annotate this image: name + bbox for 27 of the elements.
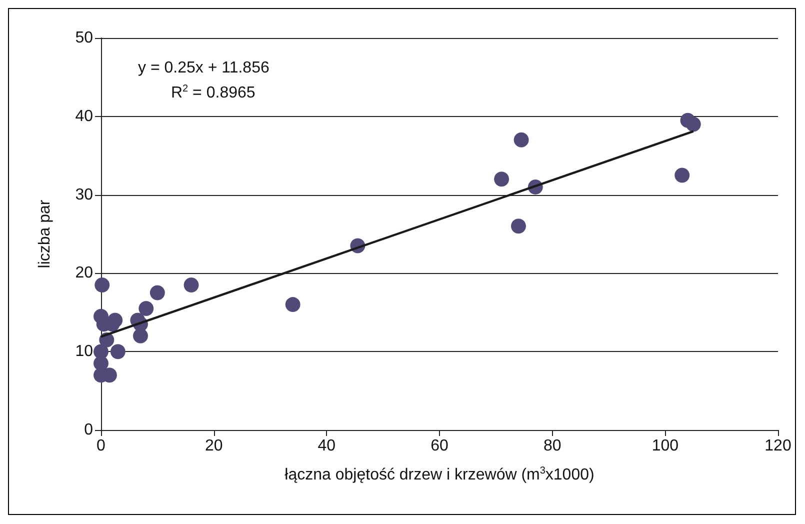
x-tick-label: 100 bbox=[652, 438, 679, 454]
point bbox=[686, 116, 701, 132]
y-axis-title: liczba par bbox=[36, 199, 54, 268]
y-tick-label: 30 bbox=[75, 186, 94, 204]
y-tick-label: 0 bbox=[84, 422, 94, 438]
x-tick-label: 40 bbox=[318, 438, 336, 454]
x-tick-label: 80 bbox=[543, 438, 562, 454]
annotation: y = 0.25x + 11.856 bbox=[138, 60, 270, 76]
x-tick-label: 0 bbox=[96, 438, 106, 454]
y-tick-label: 20 bbox=[75, 264, 94, 282]
point bbox=[138, 300, 154, 316]
point bbox=[674, 168, 690, 183]
y-tick-label: 40 bbox=[75, 108, 94, 125]
x-tick-label: 120 bbox=[764, 438, 792, 454]
point bbox=[110, 344, 126, 360]
point bbox=[184, 277, 199, 292]
y-tick-label: 10 bbox=[75, 343, 94, 360]
x-tick-label: 20 bbox=[204, 438, 223, 454]
point bbox=[494, 172, 510, 187]
y-tick-label: 50 bbox=[75, 30, 94, 46]
point bbox=[150, 285, 165, 300]
point bbox=[285, 297, 300, 312]
point bbox=[94, 277, 110, 292]
x-tick-label: 60 bbox=[430, 438, 448, 454]
point bbox=[514, 132, 529, 148]
point bbox=[133, 328, 148, 344]
point bbox=[511, 218, 526, 234]
